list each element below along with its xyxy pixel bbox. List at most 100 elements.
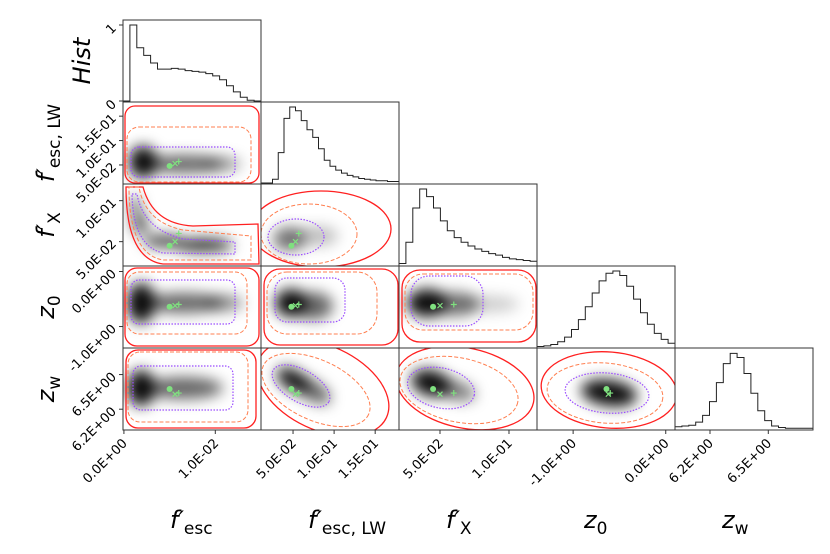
x-tick-label: 1.5E-01 bbox=[336, 436, 382, 482]
marker-plus bbox=[607, 390, 614, 397]
marker-plus bbox=[295, 301, 302, 308]
x-tick-label: 5.0E-02 bbox=[401, 436, 447, 482]
marker-dot bbox=[166, 303, 173, 310]
contour-inner bbox=[564, 372, 650, 414]
density-blob bbox=[143, 293, 223, 313]
panel-fesc-vs-fesc bbox=[122, 19, 262, 103]
density-blob bbox=[201, 157, 241, 171]
axis-label-subscript: esc bbox=[184, 519, 213, 539]
marker-dot bbox=[288, 386, 295, 392]
contour-inner bbox=[274, 277, 346, 323]
contour-outer bbox=[125, 186, 260, 265]
density-region bbox=[124, 105, 260, 184]
density-blob bbox=[173, 239, 233, 251]
density-blob bbox=[132, 214, 148, 234]
contour-middle bbox=[404, 273, 534, 331]
contour-inner bbox=[271, 364, 331, 408]
contour-inner bbox=[410, 275, 484, 327]
marker-plus bbox=[175, 158, 182, 165]
y-axis-label-fx: f′X bbox=[32, 212, 65, 238]
contour-outer bbox=[124, 105, 260, 184]
panel-frame bbox=[260, 347, 400, 431]
marker-plus bbox=[295, 390, 302, 397]
density-map bbox=[129, 196, 233, 251]
density-region bbox=[401, 269, 537, 343]
density-blob bbox=[203, 295, 243, 311]
marker-plus bbox=[175, 390, 182, 397]
contour-outer bbox=[263, 268, 399, 346]
x-tick-label: 6.5E+00 bbox=[725, 436, 775, 486]
marker-cross bbox=[292, 238, 299, 245]
marker-dot bbox=[288, 242, 295, 249]
density-blob bbox=[143, 155, 223, 173]
axis-label-subscript: esc, LW bbox=[45, 104, 65, 168]
marker-dot bbox=[166, 162, 173, 169]
x-axis-label-zw: zw bbox=[721, 506, 749, 539]
contour-inner bbox=[132, 365, 234, 411]
contour-outer bbox=[125, 349, 257, 429]
contour-inner bbox=[130, 146, 236, 178]
density-region bbox=[125, 186, 260, 265]
contour-inner bbox=[130, 279, 236, 325]
panel-fx-vs-fesc bbox=[122, 183, 262, 267]
panel-z0-vs-fx bbox=[398, 265, 538, 349]
axis-label-subscript: esc, LW bbox=[322, 519, 386, 539]
density-blob bbox=[127, 370, 155, 406]
marker-cross bbox=[172, 238, 179, 245]
density-region bbox=[540, 351, 675, 429]
density-region bbox=[124, 267, 260, 347]
panel-z0-vs-z0 bbox=[536, 265, 676, 349]
density-region bbox=[261, 190, 392, 266]
x-tick-label: 0.0E+00 bbox=[622, 436, 672, 486]
contour-outer bbox=[124, 267, 260, 347]
y-axis-label-fesclw: f′esc, LW bbox=[32, 104, 65, 182]
x-tick-label: -1.0E+00 bbox=[526, 436, 580, 490]
marker-plus bbox=[450, 390, 457, 397]
y-axis-label-z0: z0 bbox=[32, 295, 65, 319]
marker-cross bbox=[437, 391, 443, 398]
density-map bbox=[276, 367, 331, 404]
contour-middle bbox=[126, 126, 252, 183]
contour-middle bbox=[261, 203, 358, 265]
density-map bbox=[129, 146, 241, 178]
density-blob bbox=[432, 378, 476, 402]
hist-y-tick-label: 1 bbox=[103, 21, 119, 37]
axis-label-subscript: X bbox=[45, 212, 65, 224]
x-axis-label-fesclw: f′esc, LW bbox=[308, 506, 386, 539]
histogram-fx bbox=[398, 188, 538, 265]
axis-label-subscript: X bbox=[460, 519, 472, 539]
panel-zw-vs-fesc bbox=[122, 347, 262, 431]
panel-fesclw-vs-fesc bbox=[122, 101, 262, 185]
panel-zw-vs-fesclw bbox=[260, 347, 400, 431]
density-map bbox=[275, 289, 333, 320]
density-blob bbox=[129, 196, 141, 216]
contour-middle bbox=[261, 352, 371, 428]
density-blob bbox=[129, 146, 157, 178]
marker-dot bbox=[166, 386, 173, 392]
panel-zw-vs-z0 bbox=[536, 347, 676, 431]
contour-outer bbox=[261, 190, 392, 266]
contour-inner bbox=[267, 218, 325, 256]
density-region bbox=[261, 348, 390, 430]
density-region bbox=[263, 268, 399, 346]
hist-y-axis-label: Hist bbox=[68, 36, 96, 84]
density-map bbox=[273, 226, 338, 251]
contour-middle bbox=[127, 351, 249, 423]
density-region bbox=[399, 348, 535, 430]
density-map bbox=[127, 283, 243, 323]
histogram-zw bbox=[674, 352, 814, 429]
contour-middle bbox=[128, 186, 252, 261]
contour-middle bbox=[399, 355, 519, 425]
marker-dot bbox=[430, 386, 437, 392]
density-blob bbox=[293, 292, 333, 320]
marker-plus bbox=[450, 301, 457, 308]
x-axis-label-fx: f′X bbox=[446, 506, 472, 539]
density-blob bbox=[459, 296, 519, 312]
marker-dot bbox=[430, 303, 437, 310]
contour-outer bbox=[399, 348, 535, 430]
axis-label-subscript: w bbox=[735, 519, 749, 539]
density-map bbox=[407, 289, 519, 317]
x-tick-label: 1.0E-01 bbox=[295, 436, 341, 482]
panel-frame bbox=[260, 183, 400, 267]
